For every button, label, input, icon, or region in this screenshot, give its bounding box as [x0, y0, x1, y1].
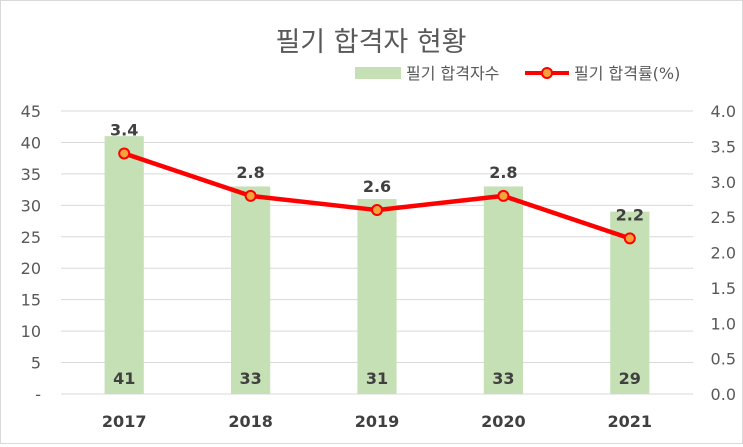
right-tick-label: 3.0 [711, 173, 736, 192]
left-tick-label: 20 [21, 259, 41, 278]
bar-data-labels: 41 33 31 33 29 [113, 369, 641, 388]
right-tick-label: 0.0 [711, 385, 736, 404]
right-tick-label: 2.0 [711, 244, 736, 263]
bar-2017 [104, 136, 144, 394]
x-tick-label: 2019 [355, 412, 400, 431]
line-value-label: 2.2 [616, 205, 644, 224]
bar-2020 [483, 186, 523, 394]
legend-label-bar: 필기 합격자수 [406, 64, 499, 83]
left-tick-label: 35 [21, 165, 41, 184]
right-tick-label: 1.0 [711, 314, 736, 333]
left-tick-label: 5 [31, 354, 41, 373]
left-tick-label: 40 [21, 133, 41, 152]
bar-2019 [357, 199, 397, 394]
line-point-2019 [371, 204, 383, 217]
line-value-label: 2.8 [236, 163, 264, 182]
x-tick-label: 2020 [481, 412, 526, 431]
legend-swatch-bar [355, 67, 401, 79]
legend-label-line: 필기 합격률(%) [574, 64, 680, 83]
right-tick-label: 0.5 [711, 350, 736, 369]
line-point-2020 [497, 189, 510, 202]
bar-value-label: 33 [492, 369, 514, 388]
left-tick-label: 25 [21, 228, 41, 247]
left-tick-label: 15 [21, 291, 41, 310]
line-series [118, 147, 636, 245]
line-value-label: 3.4 [110, 120, 138, 139]
line-value-label: 2.8 [489, 163, 517, 182]
line-point-2017 [118, 147, 131, 160]
right-tick-label: 1.5 [711, 279, 736, 298]
line-point-2018 [244, 189, 257, 202]
right-axis: 0.0 0.5 1.0 1.5 2.0 2.5 3.0 3.5 4.0 [711, 102, 736, 404]
bar-series [104, 136, 650, 394]
legend: 필기 합격자수 필기 합격률(%) [355, 64, 680, 83]
bar-2018 [231, 186, 271, 394]
left-tick-label: 10 [21, 322, 41, 341]
left-tick-label: 45 [21, 102, 41, 121]
line-point-2021 [623, 232, 636, 245]
x-tick-label: 2021 [608, 412, 653, 431]
line-data-labels: 3.4 2.8 2.6 2.8 2.2 [110, 120, 644, 224]
legend-swatch-marker [541, 67, 553, 79]
bar-value-label: 33 [239, 369, 261, 388]
x-axis: 2017 2018 2019 2020 2021 [102, 412, 652, 431]
x-tick-label: 2018 [228, 412, 273, 431]
bar-value-label: 31 [366, 369, 388, 388]
line-value-label: 2.6 [363, 177, 391, 196]
left-tick-label: - [35, 385, 41, 404]
right-tick-label: 2.5 [711, 208, 736, 227]
left-axis: - 5 10 15 20 25 30 35 40 45 [21, 102, 41, 404]
left-tick-label: 30 [21, 196, 41, 215]
chart-title: 필기 합격자 현황 [275, 27, 466, 58]
bar-value-label: 29 [619, 369, 641, 388]
x-tick-label: 2017 [102, 412, 147, 431]
bar-value-label: 41 [113, 369, 135, 388]
right-tick-label: 4.0 [711, 102, 736, 121]
right-tick-label: 3.5 [711, 137, 736, 156]
